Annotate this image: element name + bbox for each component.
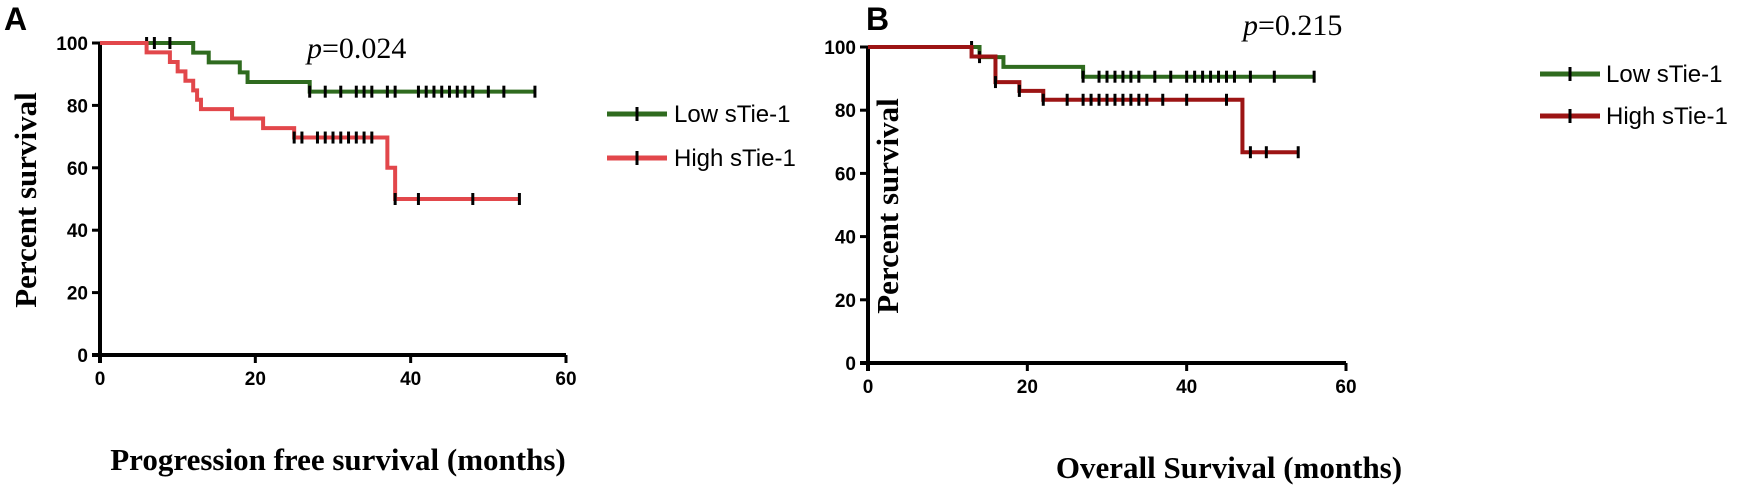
panel-a: A p=0.024 Percent survival Progression f… <box>4 1 796 477</box>
p-symbol-b: p <box>1241 9 1258 42</box>
x-tick-label: 40 <box>400 369 421 390</box>
y-tick-label: 60 <box>67 159 88 180</box>
legend-b: Low sTie-1 High sTie-1 <box>1540 61 1728 130</box>
x-tick-label: 60 <box>555 369 576 390</box>
legend-label-low-b: Low sTie-1 <box>1606 61 1722 88</box>
plot-area-a: 0 20 40 60 80 100 0 20 40 60 <box>56 34 576 390</box>
y-tick-label: 0 <box>77 346 88 367</box>
p-value-annotation-a: p=0.024 <box>305 32 406 65</box>
y-tick-label: 60 <box>835 164 856 185</box>
y-tick-label: 80 <box>835 101 856 122</box>
x-axis-title-a: Progression free survival (months) <box>110 442 566 477</box>
plot-area-b: 0 20 40 60 80 100 0 20 40 60 <box>824 38 1356 398</box>
survival-curve-high <box>100 41 520 201</box>
legend-entry-high-a: High sTie-1 <box>607 145 796 172</box>
y-tick-label: 40 <box>835 228 856 249</box>
legend-entry-low-b: Low sTie-1 <box>1540 61 1722 88</box>
x-tick-label: 20 <box>245 369 266 390</box>
x-tick-label: 0 <box>863 377 874 398</box>
p-symbol-a: p <box>305 32 322 65</box>
y-tick-label: 20 <box>835 291 856 312</box>
x-axis-title-b: Overall Survival (months) <box>1056 450 1402 485</box>
x-tick-label: 0 <box>95 369 106 390</box>
panel-label-b: B <box>866 1 889 37</box>
p-value-b: =0.215 <box>1258 9 1342 42</box>
survival-curve-low <box>100 41 535 94</box>
panel-b: B p=0.215 Percent survival Overall Survi… <box>824 1 1728 485</box>
p-value-annotation-b: p=0.215 <box>1241 9 1342 42</box>
survival-curve-low <box>868 45 1315 79</box>
y-tick-label: 40 <box>67 221 88 242</box>
legend-label-high-b: High sTie-1 <box>1606 103 1728 130</box>
legend-a: Low sTie-1 High sTie-1 <box>607 101 796 172</box>
legend-label-low-a: Low sTie-1 <box>674 101 790 128</box>
p-value-a: =0.024 <box>322 32 406 65</box>
y-axis-title-b: Percent survival <box>870 98 905 314</box>
y-tick-label: 80 <box>67 96 88 117</box>
x-tick-label: 40 <box>1176 377 1197 398</box>
y-tick-label: 20 <box>67 284 88 305</box>
legend-label-high-a: High sTie-1 <box>674 145 796 172</box>
panel-label-a: A <box>4 1 27 37</box>
y-tick-label: 100 <box>56 34 88 55</box>
y-tick-label: 100 <box>824 38 856 59</box>
y-axis-title-a: Percent survival <box>8 92 43 308</box>
legend-entry-low-a: Low sTie-1 <box>607 101 790 128</box>
y-tick-label: 0 <box>845 354 856 375</box>
x-tick-label: 20 <box>1017 377 1038 398</box>
legend-entry-high-b: High sTie-1 <box>1540 103 1728 130</box>
x-tick-label: 60 <box>1335 377 1356 398</box>
